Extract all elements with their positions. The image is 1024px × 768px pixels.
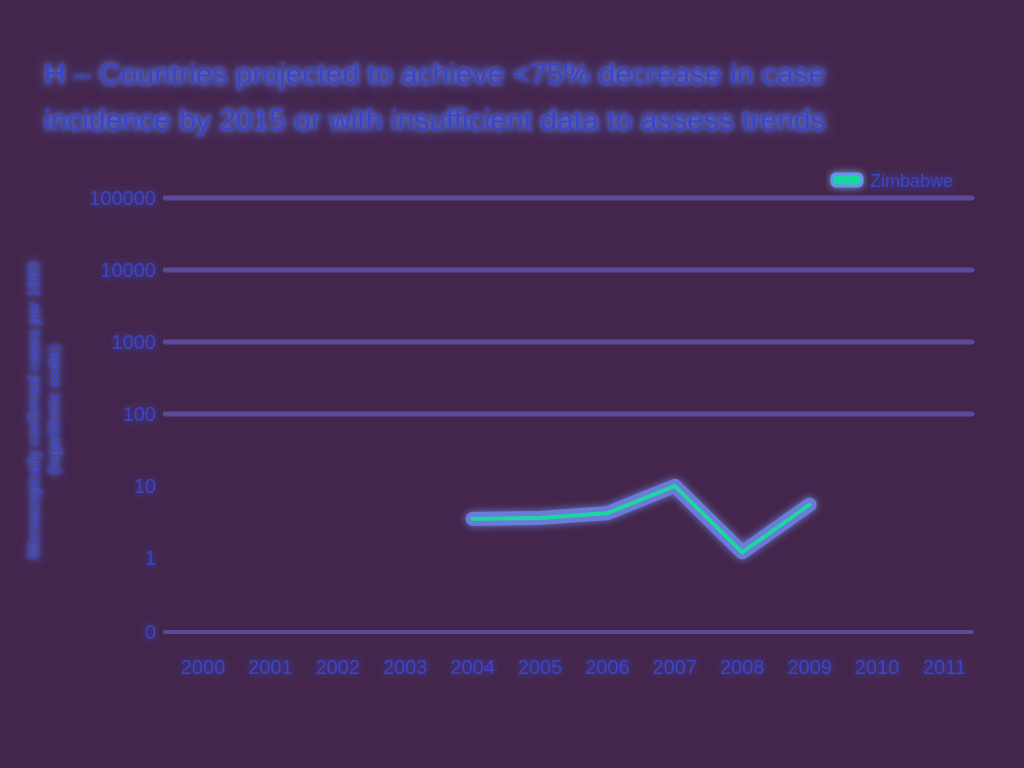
x-tick-label: 2005 — [518, 657, 563, 679]
series-line-zimbabwe — [470, 484, 812, 555]
y-tick-label: 100000 — [89, 188, 156, 210]
series-lines — [465, 479, 817, 560]
legend: Zimbabwe — [830, 171, 953, 191]
x-tick-label: 2003 — [383, 657, 428, 679]
x-tick-label: 2002 — [316, 657, 361, 679]
x-tick-label: 2008 — [720, 657, 765, 679]
x-tick-label: 2009 — [787, 657, 832, 679]
legend-label: Zimbabwe — [870, 171, 953, 191]
gridlines — [159, 195, 978, 634]
chart-title: H – Countries projected to achieve <75% … — [44, 58, 826, 137]
data-point — [605, 511, 609, 515]
data-point — [471, 517, 475, 521]
x-tick-labels: 2000 2001 2002 2003 2004 2005 2006 2007 2008 2009… — [181, 657, 966, 679]
x-tick-label: 2006 — [585, 657, 630, 679]
x-tick-label: 2001 — [248, 657, 293, 679]
x-tick-label: 2011 — [923, 657, 966, 679]
x-tick-label: 2010 — [855, 657, 900, 679]
y-tick-label: 1 — [145, 548, 156, 570]
y-tick-labels: 0 1 10 100 1000 10000 100000 — [89, 188, 156, 644]
y-tick-label: 1000 — [112, 332, 157, 354]
y-tick-label: 10000 — [100, 260, 156, 282]
y-tick-label: 10 — [134, 476, 156, 498]
data-point — [808, 503, 812, 507]
y-tick-label: 100 — [123, 404, 156, 426]
data-point — [740, 550, 744, 554]
y-tick-label: 0 — [145, 622, 156, 644]
x-tick-label: 2007 — [653, 657, 698, 679]
data-point — [673, 484, 677, 488]
legend-swatch — [830, 172, 864, 188]
x-tick-label: 2004 — [450, 657, 495, 679]
x-tick-label: 2000 — [181, 657, 226, 679]
data-point — [538, 516, 542, 520]
